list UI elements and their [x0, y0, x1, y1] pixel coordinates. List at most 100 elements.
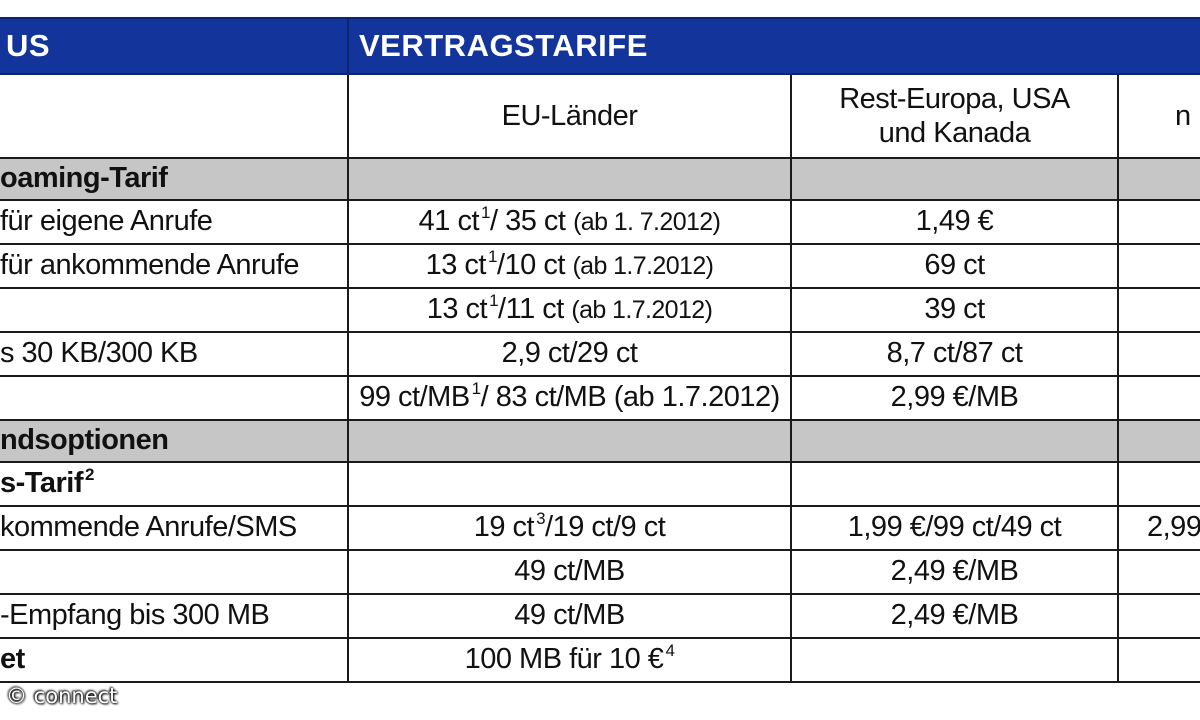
col3-cell [1116, 637, 1200, 683]
footnote-marker: 2 [84, 465, 94, 485]
eu-price-main: 19 ct [473, 511, 535, 544]
group-label-text: s-Tarif [0, 467, 83, 500]
row-label: für ankommende Anrufe [0, 243, 349, 289]
copyright-watermark: © connect [6, 684, 118, 708]
rest-price-cell: 69 ct [790, 243, 1119, 289]
col3-cell [1116, 593, 1200, 639]
group-cell [347, 461, 792, 507]
eu-price-cell: 19 ct 3/19 ct/9 ct [347, 505, 792, 551]
column-header-fragment-text: n [1175, 100, 1191, 132]
col3-cell [1116, 549, 1200, 595]
eu-price-cell: 99 ct/MB 1/ 83 ct/MB (ab 1.7.2012) [347, 375, 792, 421]
eu-price-main: 13 ct [426, 293, 488, 326]
rest-price-cell: 2,49 €/MB [790, 549, 1119, 595]
eu-price-rest: / 83 ct/MB [480, 381, 607, 414]
col3-cell [1116, 243, 1200, 289]
row-label: -Empfang bis 300 MB [0, 593, 349, 639]
eu-price-cell: 13 ct 1/11 ct (ab 1.7.2012) [347, 287, 792, 333]
table-row: für ankommende Anrufe 13 ct 1/10 ct (ab 1… [0, 243, 1200, 289]
rest-price-cell: 1,99 €/99 ct/49 ct [790, 505, 1119, 551]
eu-price-main: 41 ct [418, 205, 480, 238]
footnote-marker: 4 [665, 641, 675, 661]
table-row: kommende Anrufe/SMS 19 ct 3/19 ct/9 ct 1,… [0, 505, 1200, 551]
column-header-rest-europa: Rest-Europa, USA und Kanada [790, 73, 1119, 159]
eu-price-main: 100 MB für 10 € [464, 643, 664, 676]
row-label [0, 549, 349, 595]
row-label: s 30 KB/300 KB [0, 331, 349, 377]
eu-price-main: 49 ct/MB [514, 599, 625, 632]
eu-price-rest: /10 ct [496, 249, 565, 282]
rest-price-cell: 2,49 €/MB [790, 593, 1119, 639]
column-header-rest-line1: Rest-Europa, USA [839, 83, 1070, 115]
eu-price-note: (ab 1.7.2012) [572, 252, 714, 281]
top-margin [0, 0, 1200, 17]
group-cell [1116, 461, 1200, 507]
column-header-eu: EU-Länder [347, 73, 792, 159]
table-row: 99 ct/MB 1/ 83 ct/MB (ab 1.7.2012) 2,99 €… [0, 375, 1200, 421]
footnote-marker: 1 [489, 291, 499, 311]
group-label-tarif: s-Tarif 2 [0, 461, 349, 507]
eu-price-main: 13 ct [425, 249, 487, 282]
group-row-tarif: s-Tarif 2 [0, 461, 1200, 507]
table-row: et 100 MB für 10 €4 [0, 637, 1200, 683]
eu-price-rest: /19 ct/9 ct [545, 511, 666, 544]
col3-cell [1116, 375, 1200, 421]
header-left-cell: US [0, 17, 349, 75]
group-cell [790, 461, 1119, 507]
row-label [0, 375, 349, 421]
row-label: et [0, 637, 349, 683]
column-header-empty [0, 73, 349, 159]
section-cell [790, 419, 1119, 463]
footnote-marker: 1 [481, 203, 490, 223]
eu-price-cell: 13 ct 1/10 ct (ab 1.7.2012) [347, 243, 792, 289]
rest-price-cell: 1,49 € [790, 199, 1119, 245]
header-vertragstarife: VERTRAGSTARIFE [346, 17, 1200, 75]
col3-cell [1116, 199, 1200, 245]
eu-price-rest: /11 ct [498, 293, 564, 326]
column-header-rest-line2: und Kanada [878, 117, 1031, 149]
col3-cell: 2,99 [1116, 505, 1200, 551]
header-row: US VERTRAGSTARIFE [0, 17, 1200, 75]
eu-price-main: 99 ct/MB [359, 381, 470, 414]
row-label: für eigene Anrufe [0, 199, 349, 245]
row-label: kommende Anrufe/SMS [0, 505, 349, 551]
rest-price-cell: 39 ct [790, 287, 1119, 333]
eu-price-rest: / 35 ct [490, 205, 566, 238]
rest-price-cell: 8,7 ct/87 ct [790, 331, 1119, 377]
footnote-marker: 3 [536, 509, 546, 529]
table-row: 13 ct 1/11 ct (ab 1.7.2012) 39 ct [0, 287, 1200, 333]
column-header-row: EU-Länder Rest-Europa, USA und Kanada n [0, 73, 1200, 159]
eu-price-main: 49 ct/MB [514, 555, 625, 588]
section-row-roaming: oaming-Tarif [0, 157, 1200, 201]
section-label-roaming: oaming-Tarif [0, 157, 349, 201]
tariff-table: US VERTRAGSTARIFE EU-Länder Rest-Europa,… [0, 17, 1200, 683]
eu-price-note: (ab 1.7.2012) [571, 296, 713, 325]
rest-price-cell: 2,99 €/MB [790, 375, 1119, 421]
row-label [0, 287, 349, 333]
section-row-auslandsoptionen: ndsoptionen [0, 419, 1200, 463]
eu-price-main: 2,9 ct/29 ct [501, 337, 638, 370]
eu-price-cell: 100 MB für 10 €4 [347, 637, 792, 683]
section-cell [347, 157, 792, 201]
section-cell [790, 157, 1119, 201]
eu-price-cell: 2,9 ct/29 ct [347, 331, 792, 377]
footnote-marker: 1 [487, 247, 497, 267]
rest-price-cell [790, 637, 1119, 683]
col3-cell [1116, 331, 1200, 377]
column-header-fragment: n [1116, 73, 1200, 159]
eu-price-cell: 41 ct 1/ 35 ct (ab 1. 7.2012) [347, 199, 792, 245]
table-row: 49 ct/MB 2,49 €/MB [0, 549, 1200, 595]
table-row: -Empfang bis 300 MB 49 ct/MB 2,49 €/MB [0, 593, 1200, 639]
table-row: für eigene Anrufe 41 ct 1/ 35 ct (ab 1. 7… [0, 199, 1200, 245]
eu-price-cell: 49 ct/MB [347, 549, 792, 595]
table-row: s 30 KB/300 KB 2,9 ct/29 ct 8,7 ct/87 ct [0, 331, 1200, 377]
section-label-auslandsoptionen: ndsoptionen [0, 419, 349, 463]
eu-price-note: (ab 1. 7.2012) [573, 208, 721, 237]
eu-price-note: (ab 1.7.2012) [613, 381, 781, 414]
footnote-marker: 1 [471, 379, 481, 399]
eu-price-cell: 49 ct/MB [347, 593, 792, 639]
section-cell [347, 419, 792, 463]
col3-cell [1116, 287, 1200, 333]
section-cell [1116, 419, 1200, 463]
